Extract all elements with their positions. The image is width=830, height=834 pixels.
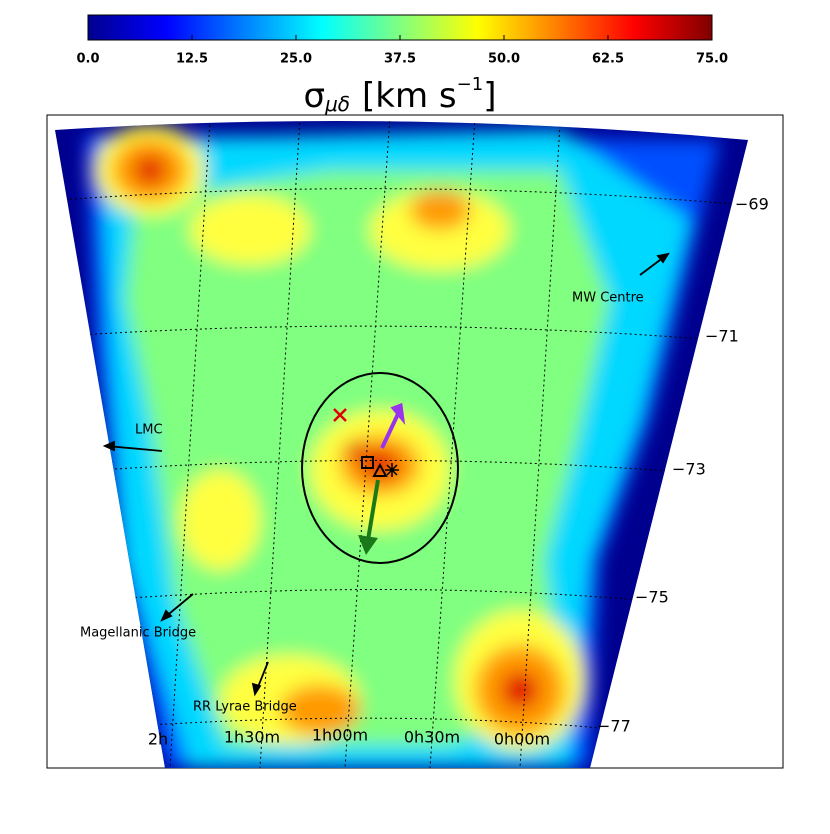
ra-label: 0h00m: [494, 730, 550, 749]
colorbar-tick-label: 62.5: [592, 52, 624, 67]
colorbar-tick-label: 0.0: [76, 52, 99, 67]
ra-label: 2h: [148, 730, 168, 749]
markers: [333, 402, 406, 555]
dec-label: −69: [735, 195, 769, 214]
coordinate-labels: −69 −71 −73 −75 −77 2h 1h30m 1h00m 0h30m 0h00m: [148, 195, 769, 749]
dec-label: −73: [672, 460, 706, 479]
dec-label: −75: [635, 588, 669, 607]
annotation-arrows: [102, 252, 670, 697]
dec-label: −71: [705, 327, 739, 346]
annotation: RR Lyrae Bridge: [193, 700, 297, 715]
ra-label: 1h00m: [312, 726, 368, 745]
annotation: MW Centre: [572, 291, 644, 306]
ra-label: 0h30m: [404, 728, 460, 747]
colorbar-tick-label: 25.0: [280, 52, 312, 67]
dec-label: −77: [597, 717, 631, 736]
colorbar-label: σμδ [km s−1]: [304, 74, 497, 116]
annotation: Magellanic Bridge: [80, 626, 196, 641]
colorbar-tick-label: 50.0: [488, 52, 520, 67]
tidal-ellipse: [301, 372, 459, 564]
colorbar-tick-label: 12.5: [176, 52, 208, 67]
annotation: LMC: [135, 423, 163, 438]
density-map: [55, 121, 748, 768]
colorbar-ticks: 0.0 12.5 25.0 37.5 50.0 62.5 75.0: [76, 35, 728, 67]
ra-label: 1h30m: [224, 728, 280, 747]
colorbar-tick-label: 75.0: [696, 52, 728, 67]
colorbar-tick-label: 37.5: [384, 52, 416, 67]
